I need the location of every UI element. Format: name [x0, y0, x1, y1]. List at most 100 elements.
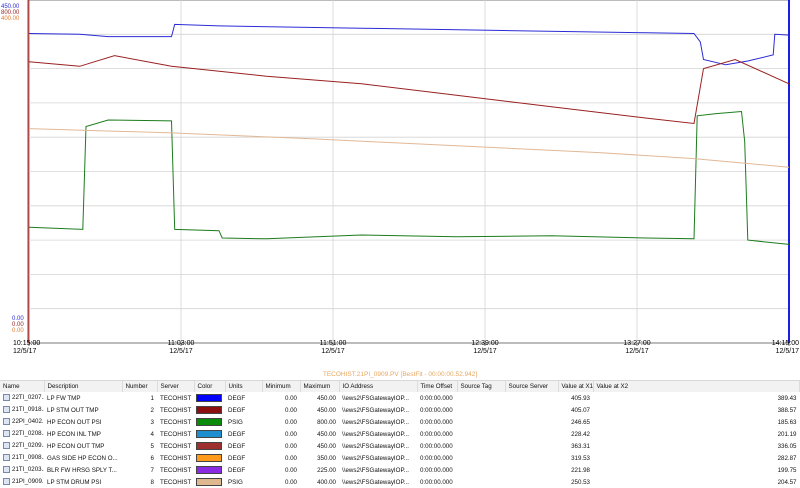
- cell-maximum: 450.00: [317, 442, 336, 450]
- column-header-maximum[interactable]: Maximum: [300, 381, 340, 392]
- cell-io-address: \\ews2\FSGatewayIOP...: [342, 466, 409, 474]
- table-row[interactable]: 21PI_0909....LP STM DRUM PSI 8 TECOHIST PSI…: [0, 476, 800, 488]
- table-row[interactable]: 21TI_0908....GAS SIDE HP ECON O... 6 TECOH…: [0, 452, 800, 464]
- cell-server: TECOHIST: [160, 430, 192, 438]
- cell-io-address: \\ews2\FSGatewayIOP...: [342, 430, 409, 438]
- time-tick-label: 13:27:00: [623, 340, 650, 347]
- pen-color-swatch[interactable]: [196, 442, 222, 450]
- cell-source-server: [505, 440, 558, 452]
- pen-color-swatch[interactable]: [196, 454, 222, 462]
- cell-source-tag: [457, 452, 505, 464]
- cell-number: 7: [150, 466, 154, 474]
- tag-icon: [3, 466, 10, 474]
- cell-value-x2: 282.87: [777, 454, 797, 462]
- cell-number: 8: [150, 478, 154, 486]
- color-swatch-cell: [194, 452, 225, 464]
- time-tick-date: 12/5/17: [473, 348, 496, 355]
- pen-table[interactable]: Name Description Number Server Color Units Min…: [0, 380, 800, 486]
- trend-chart[interactable]: 450.00 800.00 400.00 0.00 0.00 0.00 10:1…: [0, 0, 800, 378]
- column-header-number[interactable]: Number: [122, 381, 158, 392]
- axis-1-top-label: 450.00: [1, 4, 20, 10]
- column-header-description[interactable]: Description: [44, 381, 123, 392]
- table-row[interactable]: 22TI_0209....HP ECON OUT TMP 5 TECOHIST DEG…: [0, 440, 800, 452]
- table-body: 22TI_0207....LP FW TMP 1 TECOHIST DEGF 0.00 4…: [0, 392, 800, 488]
- table-row[interactable]: 21TI_0203....BLR FW HRSG SPLY T... 7 TECOH…: [0, 464, 800, 476]
- cell-server: TECOHIST: [160, 406, 192, 414]
- tag-icon: [3, 454, 10, 462]
- cell-time-offset: 0:00:00.000: [420, 406, 453, 414]
- cell-units: DEGF: [228, 406, 246, 414]
- cell-value-x2: 185.63: [777, 418, 797, 426]
- time-tick-date: 12/5/17: [13, 348, 36, 355]
- pen-color-swatch[interactable]: [196, 394, 222, 402]
- cell-name: 22PI_0402....: [0, 416, 44, 428]
- column-header-time-offset[interactable]: Time Offset: [417, 381, 458, 392]
- cell-source-server: [505, 416, 558, 428]
- cell-source-server: [505, 392, 558, 404]
- tag-name: 22TI_0208....: [12, 430, 44, 438]
- column-header-value-at-x2[interactable]: Value at X2: [593, 381, 800, 392]
- time-tick-label: 12:39:00: [471, 340, 498, 347]
- cell-source-server: [505, 404, 558, 416]
- table-row[interactable]: 22TI_0207....LP FW TMP 1 TECOHIST DEGF 0.00 4…: [0, 392, 800, 404]
- cell-source-tag: [457, 476, 505, 488]
- axis-3-top-label: 400.00: [1, 16, 20, 22]
- tag-icon: [3, 442, 10, 450]
- cell-minimum: 0.00: [284, 430, 297, 438]
- tag-name: 21PI_0909....: [12, 478, 44, 486]
- axis-1-bottom-label: 0.00: [12, 316, 24, 322]
- cell-description: LP FW TMP: [47, 394, 81, 402]
- series-line-3: [28, 110, 790, 245]
- cell-number: 1: [150, 394, 154, 402]
- column-header-io-address[interactable]: IO Address: [339, 381, 418, 392]
- pen-color-swatch[interactable]: [196, 478, 222, 486]
- series-lines: [28, 23, 790, 245]
- pen-color-swatch[interactable]: [196, 430, 222, 438]
- column-header-minimum[interactable]: Minimum: [262, 381, 301, 392]
- cell-name: 22TI_0208....: [0, 428, 44, 440]
- time-axis: 10:15:0012/5/1711:03:0012/5/1711:51:0012…: [13, 340, 799, 355]
- cell-source-server: [505, 428, 558, 440]
- cell-name: 21TI_0918....: [0, 404, 44, 416]
- tag-icon: [3, 478, 10, 486]
- cell-server: TECOHIST: [160, 478, 192, 486]
- column-header-source-server[interactable]: Source Server: [505, 381, 559, 392]
- column-header-value-at-x1[interactable]: Value at X1: [558, 381, 594, 392]
- time-tick-label: 11:03:00: [168, 340, 195, 347]
- table-row[interactable]: 22PI_0402....HP ECON OUT PSI 3 TECOHIST PSI…: [0, 416, 800, 428]
- cell-description: LP STM DRUM PSI: [47, 478, 102, 486]
- time-tick-label: 10:15:00: [13, 340, 40, 347]
- column-header-source-tag[interactable]: Source Tag: [457, 381, 506, 392]
- column-header-color[interactable]: Color: [194, 381, 226, 392]
- cell-value-x1: 250.53: [571, 478, 590, 486]
- cell-description: BLR FW HRSG SPLY T...: [47, 466, 117, 474]
- column-header-server[interactable]: Server: [157, 381, 195, 392]
- cell-number: 3: [150, 418, 154, 426]
- cell-units: DEGF: [228, 394, 246, 402]
- color-swatch-cell: [194, 404, 225, 416]
- cell-source-tag: [457, 440, 505, 452]
- table-row[interactable]: 21TI_0918....LP STM OUT TMP 2 TECOHIST DEGF…: [0, 404, 800, 416]
- column-header-units[interactable]: Units: [225, 381, 263, 392]
- cell-minimum: 0.00: [284, 478, 297, 486]
- cell-io-address: \\ews2\FSGatewayIOP...: [342, 418, 409, 426]
- cell-value-x2: 389.43: [777, 394, 797, 402]
- cell-minimum: 0.00: [284, 466, 297, 474]
- cell-name: 22TI_0207....: [0, 392, 44, 404]
- table-row[interactable]: 22TI_0208....HP ECON INL TMP 4 TECOHIST DEG…: [0, 428, 800, 440]
- cell-minimum: 0.00: [284, 394, 297, 402]
- axis-3-bottom-label: 0.00: [12, 328, 24, 334]
- cell-value-x1: 246.65: [571, 418, 590, 426]
- column-header-name[interactable]: Name: [0, 381, 45, 392]
- series-line-4: [28, 128, 790, 168]
- cell-server: TECOHIST: [160, 442, 192, 450]
- cell-time-offset: 0:00:00.000: [420, 478, 453, 486]
- pen-color-swatch[interactable]: [196, 406, 222, 414]
- cell-source-tag: [457, 428, 505, 440]
- cell-value-x2: 388.57: [777, 406, 797, 414]
- time-tick-date: 12/5/17: [321, 348, 344, 355]
- cell-description: LP STM OUT TMP: [47, 406, 99, 414]
- cell-name: 21PI_0909....: [0, 476, 44, 488]
- pen-color-swatch[interactable]: [196, 418, 222, 426]
- cell-time-offset: 0:00:00.000: [420, 418, 453, 426]
